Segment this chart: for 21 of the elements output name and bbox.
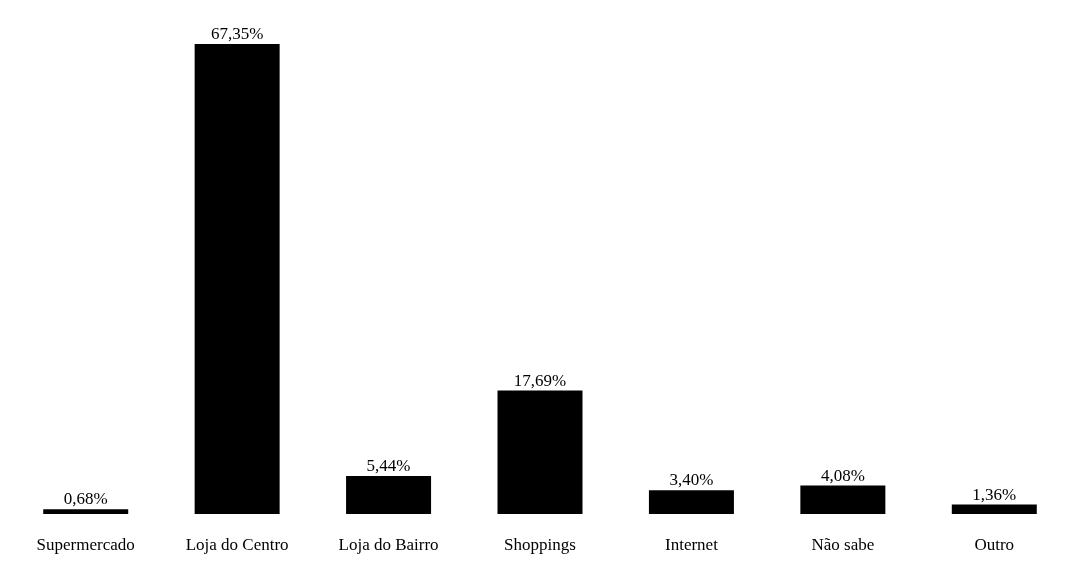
data-label: 4,08% [820,465,865,485]
x-tick-label: Outro [974,534,1015,554]
x-tick-label: Internet [665,534,719,554]
data-label: 3,40% [669,470,714,490]
bar [800,485,886,514]
x-tick-label: Não sabe [811,534,875,554]
data-label: 0,68% [63,489,108,509]
x-tick-label: Shoppings [504,534,576,554]
bar [951,504,1037,514]
bar [346,476,432,514]
bar [648,490,734,514]
data-label: 17,69% [513,370,567,390]
bar [43,509,129,514]
x-tick-label: Loja do Centro [185,534,289,554]
x-tick-label: Supermercado [36,534,135,554]
data-label: 1,36% [972,484,1017,504]
x-tick-label: Loja do Bairro [338,534,439,554]
data-label: 67,35% [210,24,264,43]
bar [497,390,583,514]
bar [194,44,280,514]
data-label: 5,44% [366,456,411,476]
